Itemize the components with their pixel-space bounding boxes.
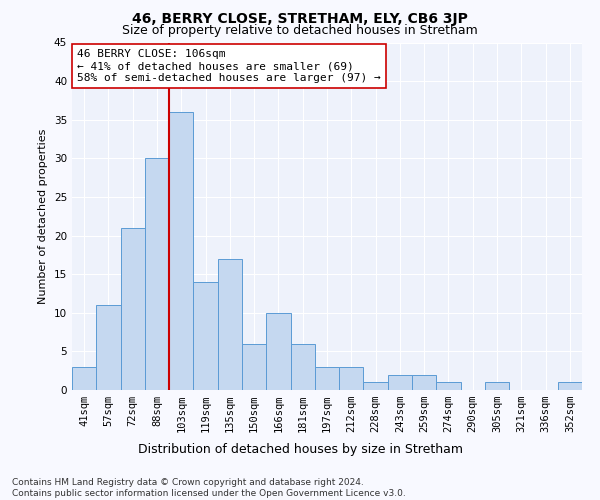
Bar	[436, 382, 461, 390]
Text: 46 BERRY CLOSE: 106sqm
← 41% of detached houses are smaller (69)
58% of semi-det: 46 BERRY CLOSE: 106sqm ← 41% of detached…	[77, 50, 381, 82]
Bar	[72, 367, 96, 390]
Bar	[218, 258, 242, 390]
Bar	[315, 367, 339, 390]
Bar	[364, 382, 388, 390]
Bar	[290, 344, 315, 390]
Bar	[145, 158, 169, 390]
Bar	[242, 344, 266, 390]
Bar	[558, 382, 582, 390]
Y-axis label: Number of detached properties: Number of detached properties	[38, 128, 49, 304]
Bar	[339, 367, 364, 390]
Bar	[412, 374, 436, 390]
Bar	[169, 112, 193, 390]
Text: Distribution of detached houses by size in Stretham: Distribution of detached houses by size …	[137, 442, 463, 456]
Bar	[193, 282, 218, 390]
Text: 46, BERRY CLOSE, STRETHAM, ELY, CB6 3JP: 46, BERRY CLOSE, STRETHAM, ELY, CB6 3JP	[132, 12, 468, 26]
Bar	[121, 228, 145, 390]
Bar	[96, 305, 121, 390]
Bar	[388, 374, 412, 390]
Text: Size of property relative to detached houses in Stretham: Size of property relative to detached ho…	[122, 24, 478, 37]
Bar	[485, 382, 509, 390]
Text: Contains HM Land Registry data © Crown copyright and database right 2024.
Contai: Contains HM Land Registry data © Crown c…	[12, 478, 406, 498]
Bar	[266, 313, 290, 390]
